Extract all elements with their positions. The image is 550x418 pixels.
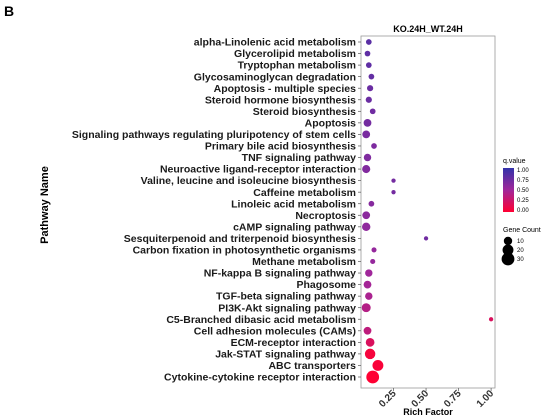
data-point xyxy=(368,200,375,207)
size-legend-dot xyxy=(503,236,513,246)
data-point xyxy=(364,348,376,360)
x-tick-label: 0.25 xyxy=(377,388,399,410)
color-legend-label: 0.00 xyxy=(517,208,529,214)
data-point xyxy=(371,143,377,149)
data-point xyxy=(365,39,372,45)
pathway-label: Necroptosis xyxy=(295,210,356,222)
color-legend-label: 1.00 xyxy=(517,168,529,174)
size-legend-dot xyxy=(502,244,514,256)
pathway-label: Primary bile acid biosynthesis xyxy=(205,141,356,153)
pathway-label: Cytokine-cytokine receptor interaction xyxy=(164,372,356,384)
size-legend: 10 20 30 xyxy=(501,236,524,266)
data-point xyxy=(363,326,372,335)
size-legend-title: Gene Count xyxy=(503,227,541,234)
pathway-label: C5-Branched dibasic acid metabolism xyxy=(166,314,356,326)
data-point xyxy=(362,130,371,139)
data-point xyxy=(372,359,384,371)
pathway-label: Valine, leucine and isoleucine biosynthe… xyxy=(141,175,356,187)
data-point xyxy=(363,153,372,162)
pathway-label: TNF signaling pathway xyxy=(242,152,357,164)
y-axis-ticks xyxy=(358,41,361,378)
data-point xyxy=(362,222,371,232)
data-point xyxy=(488,317,494,322)
pathway-label: alpha-Linolenic acid metabolism xyxy=(194,37,356,49)
data-point xyxy=(362,211,371,220)
data-point xyxy=(365,96,372,103)
pathway-label: Carbon fixation in photosynthetic organi… xyxy=(133,245,357,257)
data-point xyxy=(364,50,371,57)
color-legend-label: 0.25 xyxy=(517,198,529,204)
data-point xyxy=(368,73,375,80)
pathway-label: PI3K-Akt signaling pathway xyxy=(218,302,356,314)
data-point xyxy=(367,85,374,92)
data-point xyxy=(365,62,372,68)
data-point xyxy=(369,108,376,115)
data-points xyxy=(361,39,494,384)
data-point xyxy=(362,165,371,174)
pathway-label: Caffeine metabolism xyxy=(253,187,356,199)
pathway-label: Neuroactive ligand-receptor interaction xyxy=(160,164,356,176)
pathway-label: Phagosome xyxy=(296,279,356,291)
data-point xyxy=(391,190,396,195)
data-point xyxy=(365,337,375,347)
size-legend-dot xyxy=(501,252,515,266)
pathway-label: Signaling pathways regulating pluripoten… xyxy=(72,129,356,141)
size-legend-label: 30 xyxy=(517,257,524,263)
pathway-label: Steroid hormone biosynthesis xyxy=(205,94,356,106)
data-point xyxy=(371,247,377,253)
color-legend-label: 0.75 xyxy=(517,178,529,184)
pathway-label: Steroid biosynthesis xyxy=(253,106,356,118)
plot-panel xyxy=(360,35,496,389)
x-axis-title: Rich Factor xyxy=(403,407,453,417)
y-axis-title: Pathway Name xyxy=(39,166,51,244)
pathway-label: Apoptosis xyxy=(305,117,356,129)
data-point xyxy=(365,292,373,300)
pathway-label: Glycosaminoglycan degradation xyxy=(194,71,356,83)
data-point xyxy=(370,258,376,265)
data-point xyxy=(391,178,396,183)
size-legend-label: 10 xyxy=(517,239,524,245)
color-legend-title: q.value xyxy=(503,158,526,165)
pathway-label: Methane metabolism xyxy=(252,256,356,268)
data-point xyxy=(361,303,371,313)
pathway-label: ECM-receptor interaction xyxy=(231,337,356,349)
pathway-label: Linoleic acid metabolism xyxy=(231,198,356,210)
data-point xyxy=(366,370,380,384)
pathway-label: cAMP signaling pathway xyxy=(233,221,356,233)
facet-title: KO.24H_WT.24H xyxy=(393,24,463,34)
pathway-labels: alpha-Linolenic acid metabolismGlyceroli… xyxy=(72,37,356,384)
pathway-label: ABC transporters xyxy=(268,360,356,372)
pathway-label: Apoptosis - multiple species xyxy=(214,83,357,95)
facet-strip xyxy=(361,22,495,36)
x-tick-label: 1.00 xyxy=(475,388,497,410)
data-point xyxy=(423,236,429,241)
data-point xyxy=(363,118,372,127)
pathway-label: Jak-STAT signaling pathway xyxy=(215,348,356,360)
pathway-label: NF-kappa B signaling pathway xyxy=(204,268,356,280)
data-point xyxy=(363,280,372,289)
color-legend-labels: 1.00 0.75 0.50 0.25 0.00 xyxy=(517,168,529,214)
panel-letter: B xyxy=(4,3,14,19)
size-legend-label: 20 xyxy=(517,248,524,254)
color-legend-bar xyxy=(503,168,514,212)
data-point xyxy=(365,269,373,277)
color-legend-label: 0.50 xyxy=(517,188,529,194)
pathway-label: TGF-beta signaling pathway xyxy=(216,291,356,303)
pathway-label: Tryptophan metabolism xyxy=(238,60,356,72)
pathway-label: Glycerolipid metabolism xyxy=(234,48,356,60)
pathway-label: Cell adhesion molecules (CAMs) xyxy=(194,325,356,337)
pathway-label: Sesquiterpenoid and triterpenoid biosynt… xyxy=(124,233,356,245)
